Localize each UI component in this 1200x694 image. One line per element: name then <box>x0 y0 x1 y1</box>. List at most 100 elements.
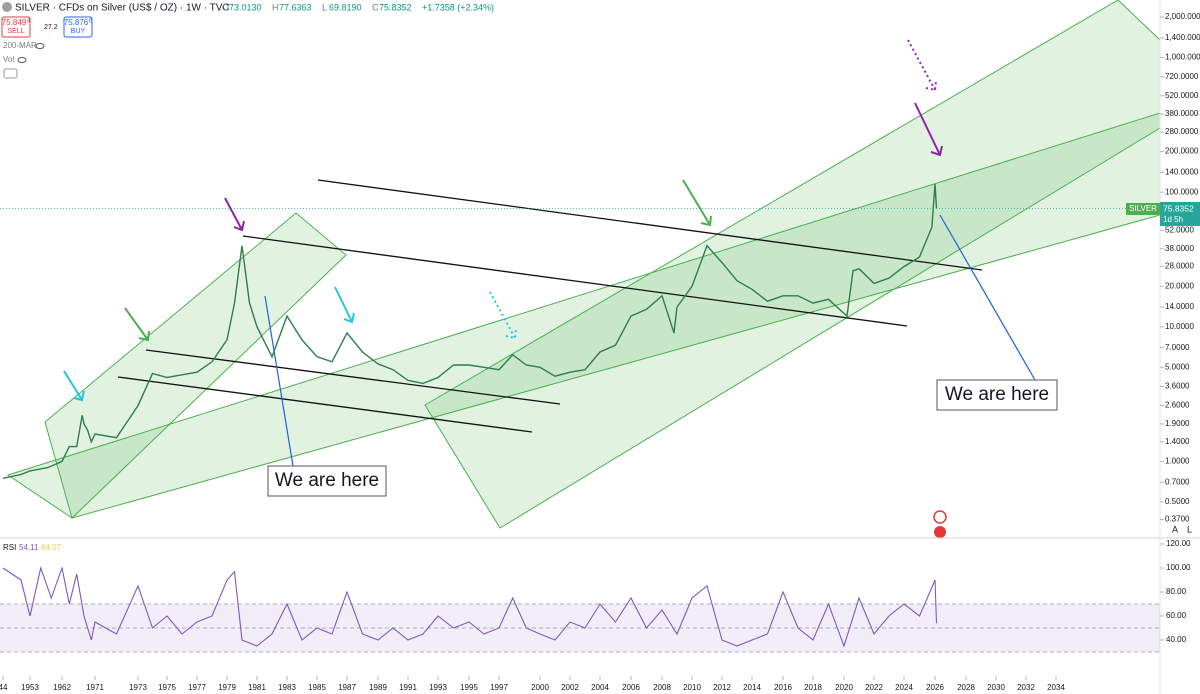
y-tick-label: 1.9000 <box>1165 419 1190 428</box>
price-tag <box>1160 202 1200 226</box>
y-tick-label: 28.0000 <box>1165 262 1194 271</box>
ohlc-label: H <box>272 2 279 12</box>
arrow <box>334 286 355 324</box>
callout-text: We are here <box>945 384 1049 405</box>
x-tick-label: 2024 <box>895 683 913 692</box>
y-tick-label: 520.0000 <box>1165 91 1199 100</box>
x-tick-label: 1971 <box>86 683 104 692</box>
callout-line <box>939 214 1036 381</box>
y-tick-label: 60.00 <box>1166 611 1187 620</box>
x-tick-label: 1953 <box>21 683 39 692</box>
x-tick-label: 2012 <box>713 683 731 692</box>
arrow <box>907 39 937 92</box>
x-tick-label: 2022 <box>865 683 883 692</box>
rsi-band <box>0 604 1160 652</box>
event-icon[interactable] <box>933 510 947 524</box>
y-tick-label: 200.0000 <box>1165 147 1199 156</box>
eye-icon[interactable] <box>17 57 27 63</box>
symbol-icon <box>2 2 12 12</box>
ohlc-label: O <box>222 2 229 12</box>
x-tick-label: 1997 <box>490 683 508 692</box>
sell-sup: 4 <box>27 19 31 25</box>
y-tick-label: 120.00 <box>1166 539 1191 548</box>
trend-line <box>145 349 561 405</box>
x-tick-label: 1995 <box>460 683 478 692</box>
y-tick-label: 100.0000 <box>1165 187 1199 196</box>
rsi-line <box>2 565 938 648</box>
y-tick-label: 52.0000 <box>1165 226 1194 235</box>
ohlc-value: 69.8190 <box>329 2 362 12</box>
x-tick-label: 2018 <box>804 683 822 692</box>
x-tick-label: 2016 <box>774 683 792 692</box>
arrow <box>914 102 943 157</box>
x-tick-label: 1993 <box>429 683 447 692</box>
buy-label: BUY <box>71 28 86 35</box>
x-tick-label: 1977 <box>188 683 206 692</box>
y-tick-label: 1.0000 <box>1165 457 1190 466</box>
x-tick-label: 1962 <box>53 683 71 692</box>
log-button[interactable]: L <box>1187 524 1192 534</box>
callout-box <box>267 465 387 497</box>
callout-line <box>264 295 294 467</box>
y-tick-label: 0.7000 <box>1165 477 1190 486</box>
x-tick-label: 1991 <box>399 683 417 692</box>
buy-button[interactable] <box>63 16 93 38</box>
ohlc-value: 73.0130 <box>229 2 262 12</box>
x-tick-label: 1987 <box>338 683 356 692</box>
ohlc-label: C <box>372 2 379 12</box>
x-tick-label: 2026 <box>926 683 944 692</box>
header: SILVER · CFDs on Silver (US$ / OZ) · 1W … <box>1 2 494 552</box>
x-tick-label: 1983 <box>278 683 296 692</box>
sell-button[interactable] <box>1 16 31 38</box>
x-tick-label: 44 <box>0 683 8 692</box>
arrow <box>124 307 150 342</box>
collapse-button[interactable] <box>3 68 18 79</box>
y-tick-label: 0.3700 <box>1165 515 1190 524</box>
rsi-ma: 64.07 <box>41 543 62 552</box>
trend-line <box>117 376 533 433</box>
y-tick-label: 380.0000 <box>1165 109 1199 118</box>
x-tick-label: 2020 <box>835 683 853 692</box>
y-tick-label: 2,000.0000 <box>1165 12 1200 21</box>
x-tick-label: 1973 <box>129 683 147 692</box>
y-tick-label: 1.4000 <box>1165 437 1190 446</box>
y-tick-label: 2.6000 <box>1165 401 1190 410</box>
arrow <box>489 291 517 340</box>
y-tick-label: 1,000.0000 <box>1165 53 1200 62</box>
x-tick-label: 2032 <box>1017 683 1035 692</box>
x-tick-label: 2034 <box>1047 683 1065 692</box>
callout-text: We are here <box>275 470 379 491</box>
rsi-value: 54.11 <box>19 543 39 552</box>
sell-label: SELL <box>7 28 24 35</box>
y-tick-label: 140.0000 <box>1165 168 1199 177</box>
x-tick-label: 2014 <box>743 683 761 692</box>
x-tick-label: 1975 <box>158 683 176 692</box>
sell-price: 75.849 <box>2 18 27 27</box>
rsi-name: RSI <box>3 543 16 552</box>
indicator: 200-MAR <box>3 41 37 50</box>
x-tick-label: 1979 <box>218 683 236 692</box>
trend-line <box>317 179 983 271</box>
event-icon[interactable] <box>934 526 946 538</box>
y-tick-label: 10.0000 <box>1165 322 1194 331</box>
arrow <box>224 197 245 232</box>
ohlc-label: L <box>322 2 327 12</box>
trend-line <box>242 235 908 327</box>
symbol: SILVER · CFDs on Silver (US$ / OZ) · 1W … <box>15 3 230 14</box>
x-tick-label: 2010 <box>683 683 701 692</box>
eye-icon[interactable] <box>35 43 45 49</box>
arrow <box>682 179 712 227</box>
y-tick-label: 20.0000 <box>1165 281 1194 290</box>
y-tick-label: 280.0000 <box>1165 127 1199 136</box>
y-tick-label: 38.0000 <box>1165 244 1194 253</box>
x-tick-label: 1989 <box>369 683 387 692</box>
x-tick-label: 2028 <box>957 683 975 692</box>
ohlc: O 73.0130 H 77.6363 L 69.8190 C 75.8352 +1.7358 … <box>222 2 494 12</box>
y-tick-label: 14.0000 <box>1165 302 1194 311</box>
auto-button[interactable]: A <box>1172 524 1178 534</box>
indicator: Vol <box>3 55 14 64</box>
x-tick-label: 2000 <box>531 683 549 692</box>
price-line <box>2 183 938 479</box>
ohlc-value: 77.6363 <box>279 2 312 12</box>
